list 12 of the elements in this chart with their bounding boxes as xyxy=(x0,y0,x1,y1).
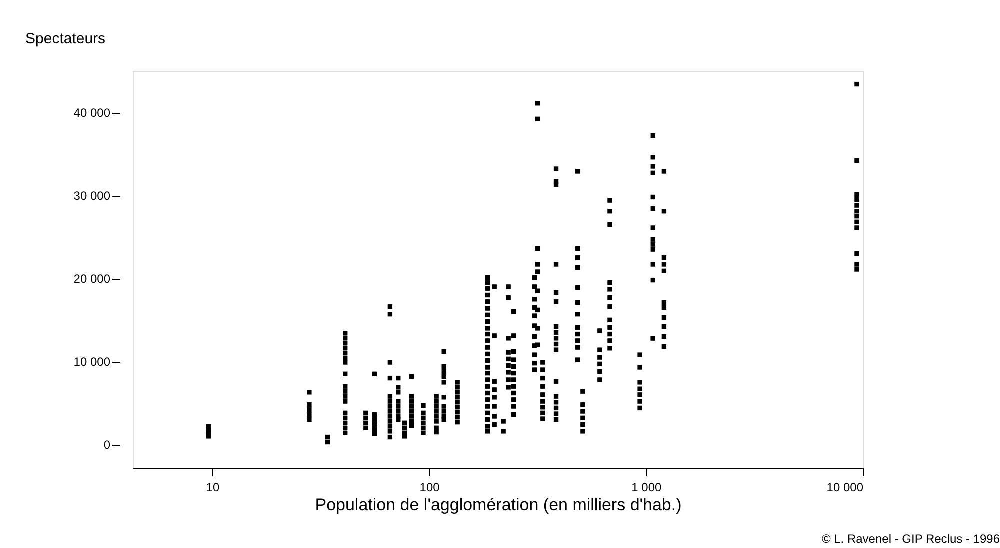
x-tick-label: 10 000 xyxy=(826,480,864,494)
text: © L. Ravenel - GIP Reclus - 1996 xyxy=(822,532,1000,546)
x-tick-label: 1 000 xyxy=(632,480,662,494)
y-tick-label: 10 000 xyxy=(74,355,111,370)
y-axis-title: Spectateurs xyxy=(26,30,106,48)
y-tick-label: 30 000 xyxy=(74,189,111,204)
x-axis-title: Population de l'agglomération (en milliers d'hab.) xyxy=(315,496,682,514)
x-tick-label: 100 xyxy=(420,480,440,494)
y-tick-label: 20 000 xyxy=(74,272,111,286)
x-tick-label: 10 xyxy=(206,480,220,494)
y-tick-label: 40 000 xyxy=(74,106,111,120)
y-tick-label: 0 xyxy=(104,438,111,452)
